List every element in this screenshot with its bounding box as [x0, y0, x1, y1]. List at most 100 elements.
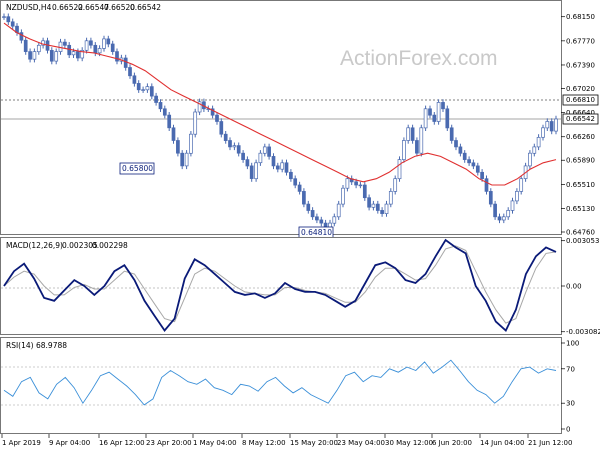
candle-body	[241, 152, 245, 160]
resistance-tag-box	[562, 94, 599, 106]
ohlc-low: 0.66520	[104, 3, 135, 12]
price-axis: 0.68150 0.67770 0.67390 0.67020 0.66640 0.662…	[561, 13, 595, 237]
candle-body	[149, 86, 154, 97]
time-tick-label: 6 Jun 20:00	[432, 439, 472, 447]
price-tick-label: 0.67390	[566, 61, 595, 69]
candle-body	[219, 121, 224, 135]
candle-body	[19, 32, 24, 41]
candle-body	[428, 108, 432, 116]
candle-body	[506, 210, 511, 218]
price-tick-label: 0.67020	[566, 85, 595, 93]
candle-body	[171, 127, 176, 141]
candle-body	[245, 159, 250, 167]
candle-body	[362, 184, 367, 199]
price-tick-label: 0.65890	[566, 157, 595, 165]
rsi-tick-label: 70	[566, 365, 575, 373]
candle-body	[84, 40, 89, 51]
macd-panel: MACD(12,26,9) 0.002305 0.002298 0.003053…	[0, 237, 600, 336]
candle-body	[458, 146, 463, 154]
candle-body	[519, 178, 524, 192]
candle-body	[436, 102, 441, 122]
time-tick-label: 21 Jun 12:00	[528, 439, 572, 447]
candle-body	[310, 210, 315, 218]
macd-title: MACD(12,26,9)	[6, 241, 63, 250]
macd-series	[3, 238, 557, 332]
candle-body	[289, 171, 293, 180]
candle-body	[467, 159, 471, 164]
rsi-tick-label: 0	[566, 426, 570, 434]
candle-body	[441, 102, 445, 110]
time-tick-label: 9 Apr 04:00	[49, 439, 90, 447]
time-tick-label: 23 Apr 20:00	[146, 439, 192, 447]
time-tick-label: 15 May 20:00	[290, 439, 338, 447]
candle-body	[354, 181, 358, 186]
rsi-value: 68.9788	[36, 341, 67, 350]
candle-body	[545, 121, 550, 129]
price-moving-average-line	[3, 22, 557, 186]
candle-body	[145, 86, 150, 91]
ohlc-high: 0.66547	[78, 3, 109, 12]
candle-body	[110, 43, 115, 52]
candle-body	[480, 171, 484, 180]
candle-body	[271, 156, 276, 167]
annotation-high-box	[119, 162, 155, 175]
candle-body	[189, 133, 193, 154]
candle-body	[162, 108, 167, 116]
candle-body	[10, 21, 15, 27]
candle-body	[262, 146, 267, 154]
candle-body	[71, 51, 76, 56]
ohlc-open: 0.66522	[52, 3, 83, 12]
candle-body	[471, 162, 476, 167]
candle-body	[41, 40, 45, 46]
candle-body	[393, 178, 398, 192]
candle-body	[358, 184, 363, 187]
rsi-panel-frame	[0, 337, 562, 434]
candle-body	[180, 152, 185, 167]
candle-body	[449, 127, 454, 141]
candle-body	[49, 50, 54, 62]
candle-body	[510, 200, 515, 211]
time-tick-label: 30 May 12:00	[385, 439, 433, 447]
candle-body	[210, 108, 215, 116]
candle-body	[32, 51, 37, 60]
candle-body	[315, 216, 319, 221]
candle-body	[228, 140, 232, 148]
macd-macd-line	[3, 238, 557, 332]
candle-body	[397, 159, 402, 180]
rsi-title: RSI(14)	[6, 341, 34, 350]
price-series	[2, 13, 558, 232]
candle-body	[371, 203, 376, 208]
candle-body	[158, 102, 163, 110]
candle-body	[184, 152, 189, 167]
candle-body	[336, 203, 341, 218]
candle-body	[193, 111, 198, 135]
candle-body	[154, 95, 158, 103]
candle-body	[123, 57, 128, 68]
candle-body	[554, 118, 558, 132]
candle-body	[541, 127, 545, 138]
time-axis: 1 Apr 2019 9 Apr 04:00 16 Apr 12:00 23 Apr …	[1, 434, 572, 447]
candle-body	[275, 165, 280, 170]
candle-body	[106, 38, 111, 45]
candle-body	[267, 146, 271, 157]
macd-value-main: 0.002305	[62, 241, 98, 250]
macd-signal-line	[3, 245, 557, 324]
candle-body	[215, 114, 219, 122]
candle-body	[128, 67, 132, 77]
candle-body	[549, 121, 554, 132]
price-tick-label: 0.68150	[566, 13, 595, 21]
annotation-low: 0.64810	[298, 226, 334, 239]
candle-body	[102, 38, 106, 49]
rsi-axis: 100 70 30 0	[561, 340, 579, 434]
watermark: ActionForex.com	[340, 47, 498, 70]
candle-body	[223, 133, 228, 141]
time-tick-label: 16 Apr 12:00	[99, 439, 145, 447]
candle-body	[236, 145, 241, 154]
candle-body	[419, 127, 424, 154]
candle-body	[167, 114, 172, 129]
ohlc-close: 0.66542	[130, 3, 161, 12]
candle-body	[254, 162, 258, 180]
candle-body	[258, 152, 263, 164]
candle-body	[493, 203, 497, 218]
candle-body	[488, 191, 493, 205]
